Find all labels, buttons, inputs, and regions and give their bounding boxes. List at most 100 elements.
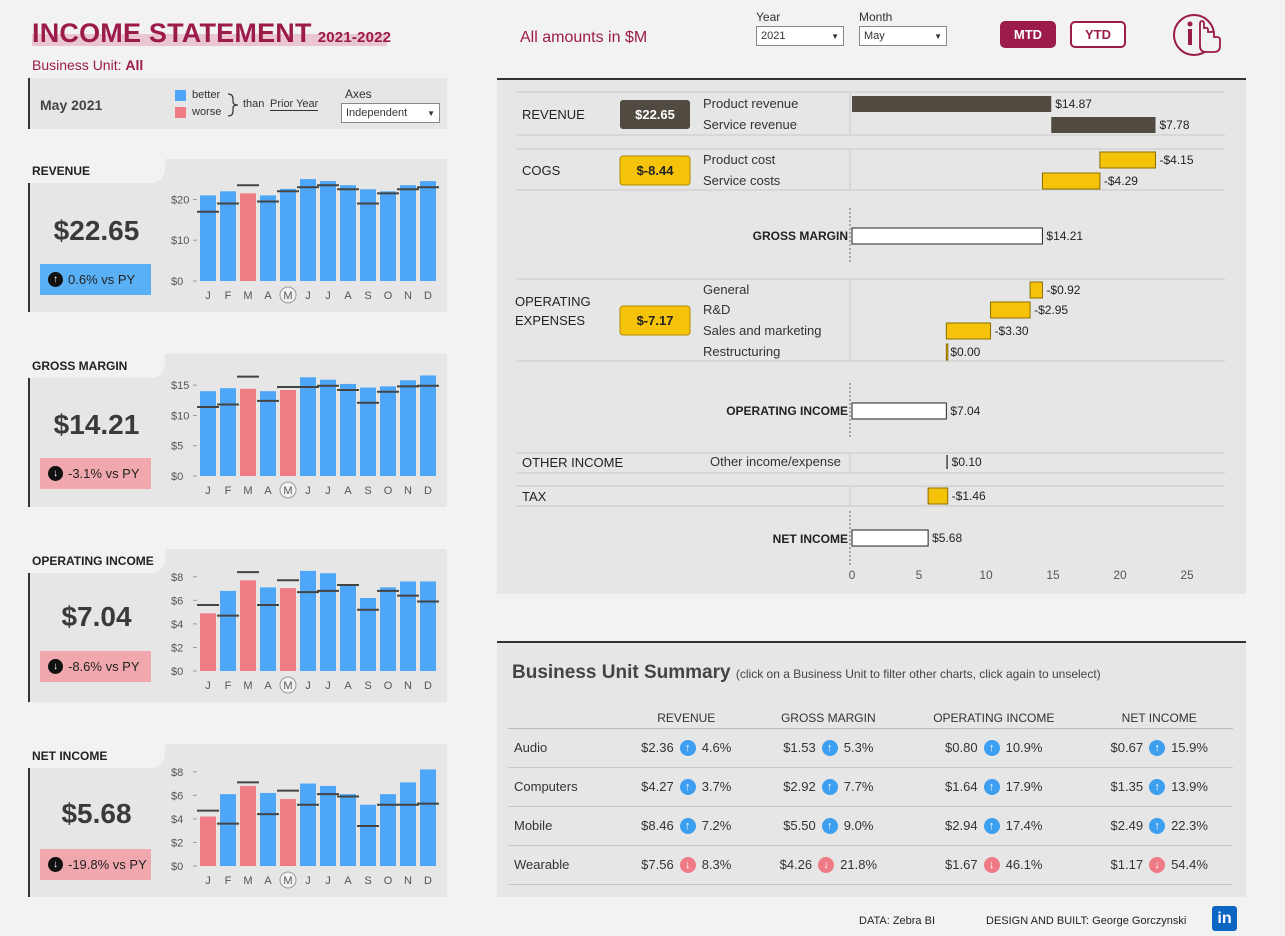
- bar-current[interactable]: [280, 389, 296, 476]
- breakdown-bar[interactable]: [851, 227, 1043, 245]
- x-tick-label[interactable]: S: [364, 290, 371, 302]
- business-unit-name[interactable]: Mobile: [508, 806, 618, 846]
- x-tick-label[interactable]: A: [264, 680, 272, 692]
- x-tick-label[interactable]: M: [243, 875, 252, 887]
- breakdown-bar[interactable]: [946, 455, 948, 469]
- x-tick-label[interactable]: N: [404, 485, 412, 497]
- info-hand-icon[interactable]: [1170, 12, 1226, 58]
- bar-current[interactable]: [260, 587, 276, 671]
- bar-current[interactable]: [280, 799, 296, 866]
- bar-current[interactable]: [280, 588, 296, 671]
- bar-current[interactable]: [360, 189, 376, 281]
- x-tick-label[interactable]: D: [424, 875, 432, 887]
- x-tick-label[interactable]: F: [225, 875, 232, 887]
- bar-current[interactable]: [420, 581, 436, 671]
- bar-current[interactable]: [340, 585, 356, 671]
- x-tick-label[interactable]: M: [243, 290, 252, 302]
- axes-select[interactable]: Independent ▼: [341, 103, 440, 123]
- x-tick-label[interactable]: J: [205, 290, 211, 302]
- bar-current[interactable]: [220, 590, 236, 671]
- bar-current[interactable]: [420, 375, 436, 476]
- ytd-button[interactable]: YTD: [1070, 21, 1126, 48]
- x-tick-label[interactable]: M: [243, 485, 252, 497]
- bar-current[interactable]: [200, 816, 216, 866]
- x-tick-label[interactable]: M: [283, 290, 292, 302]
- business-unit-name[interactable]: Audio: [508, 728, 618, 768]
- x-tick-label[interactable]: J: [305, 290, 311, 302]
- x-tick-label[interactable]: F: [225, 680, 232, 692]
- bar-current[interactable]: [260, 195, 276, 281]
- x-tick-label[interactable]: N: [404, 680, 412, 692]
- x-tick-label[interactable]: J: [205, 680, 211, 692]
- x-tick-label[interactable]: J: [205, 875, 211, 887]
- x-tick-label[interactable]: J: [325, 680, 331, 692]
- x-tick-label[interactable]: D: [424, 680, 432, 692]
- x-tick-label[interactable]: A: [264, 290, 272, 302]
- bar-current[interactable]: [200, 613, 216, 671]
- business-unit-row[interactable]: Mobile $8.46 ↑ 7.2% $5.50 ↑ 9.0% $2.94 ↑ 17.4% $2.…: [508, 806, 1233, 846]
- bar-current[interactable]: [400, 380, 416, 476]
- bar-current[interactable]: [260, 792, 276, 866]
- x-tick-label[interactable]: J: [305, 680, 311, 692]
- x-tick-label[interactable]: S: [364, 485, 371, 497]
- breakdown-bar[interactable]: [927, 487, 949, 505]
- bar-current[interactable]: [240, 580, 256, 671]
- bar-current[interactable]: [300, 783, 316, 866]
- bar-current[interactable]: [240, 785, 256, 866]
- bar-current[interactable]: [200, 391, 216, 476]
- bar-current[interactable]: [380, 191, 396, 281]
- bar-current[interactable]: [320, 181, 336, 281]
- x-tick-label[interactable]: A: [344, 680, 352, 692]
- business-unit-row[interactable]: Computers $4.27 ↑ 3.7% $2.92 ↑ 7.7% $1.64 ↑ 17.9%…: [508, 767, 1233, 807]
- x-tick-label[interactable]: A: [344, 290, 352, 302]
- gross-margin-monthly-chart[interactable]: $15$10$5$0J F M A M J J A S O N D: [165, 354, 447, 507]
- x-tick-label[interactable]: O: [384, 290, 393, 302]
- bar-current[interactable]: [340, 185, 356, 281]
- bar-current[interactable]: [320, 379, 336, 476]
- bar-current[interactable]: [300, 570, 316, 671]
- breakdown-bar[interactable]: [1029, 281, 1043, 299]
- operating-income-monthly-chart[interactable]: $8$6$4$2$0J F M A M J J A S O N D: [165, 549, 447, 702]
- x-tick-label[interactable]: F: [225, 485, 232, 497]
- bar-current[interactable]: [240, 193, 256, 281]
- x-tick-label[interactable]: M: [283, 485, 292, 497]
- bar-current[interactable]: [420, 769, 436, 866]
- x-tick-label[interactable]: M: [243, 680, 252, 692]
- bar-current[interactable]: [220, 191, 236, 281]
- bar-current[interactable]: [360, 804, 376, 866]
- x-tick-label[interactable]: A: [264, 485, 272, 497]
- x-tick-label[interactable]: J: [205, 485, 211, 497]
- x-tick-label[interactable]: J: [325, 485, 331, 497]
- x-tick-label[interactable]: S: [364, 875, 371, 887]
- year-select[interactable]: 2021 ▼: [756, 26, 844, 46]
- bar-current[interactable]: [320, 573, 336, 671]
- breakdown-bar[interactable]: [1051, 117, 1156, 133]
- bar-current[interactable]: [200, 195, 216, 281]
- bar-current[interactable]: [300, 179, 316, 281]
- breakdown-bar[interactable]: [945, 343, 949, 361]
- breakdown-bar[interactable]: [990, 301, 1031, 319]
- business-unit-name[interactable]: Computers: [508, 767, 618, 807]
- business-unit-name[interactable]: Wearable: [508, 845, 618, 885]
- mtd-button[interactable]: MTD: [1000, 21, 1056, 48]
- income-breakdown-chart[interactable]: REVENUE $22.65 Product revenue $14.87 Servic…: [497, 80, 1246, 594]
- x-tick-label[interactable]: M: [283, 680, 292, 692]
- x-tick-label[interactable]: N: [404, 875, 412, 887]
- breakdown-bar[interactable]: [945, 322, 992, 340]
- x-tick-label[interactable]: O: [384, 485, 393, 497]
- bar-current[interactable]: [400, 185, 416, 281]
- net-income-monthly-chart[interactable]: $8$6$4$2$0J F M A M J J A S O N D: [165, 744, 447, 897]
- bar-current[interactable]: [220, 388, 236, 476]
- bar-current[interactable]: [340, 794, 356, 866]
- x-tick-label[interactable]: A: [264, 875, 272, 887]
- bar-current[interactable]: [400, 782, 416, 866]
- bar-current[interactable]: [360, 387, 376, 476]
- revenue-monthly-chart[interactable]: $20$10$0J F M A M J J A S O N D: [165, 159, 447, 312]
- bar-current[interactable]: [380, 587, 396, 671]
- x-tick-label[interactable]: D: [424, 290, 432, 302]
- linkedin-icon[interactable]: in: [1212, 906, 1237, 931]
- breakdown-bar[interactable]: [1041, 172, 1101, 190]
- breakdown-bar[interactable]: [852, 96, 1052, 112]
- bar-current[interactable]: [240, 388, 256, 476]
- x-tick-label[interactable]: A: [344, 485, 352, 497]
